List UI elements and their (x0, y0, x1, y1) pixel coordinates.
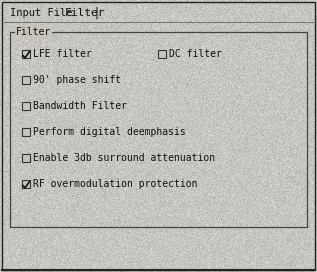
Text: Filter: Filter (16, 27, 51, 37)
Bar (22, 50, 30, 58)
Bar (22, 154, 30, 162)
Text: DC filter: DC filter (169, 49, 222, 59)
Bar (22, 102, 30, 110)
Bar (158, 50, 166, 58)
Bar (22, 128, 30, 136)
Text: |: | (94, 7, 98, 20)
Text: Perform digital deemphasis: Perform digital deemphasis (33, 127, 186, 137)
Text: RF overmodulation protection: RF overmodulation protection (33, 179, 197, 189)
Bar (22, 180, 30, 188)
Bar (22, 76, 30, 84)
Text: LFE filter: LFE filter (33, 49, 92, 59)
Text: Bandwidth Filter: Bandwidth Filter (33, 101, 127, 111)
Text: Input File: Input File (10, 8, 73, 18)
Bar (10, 32, 307, 227)
Text: Enable 3db surround attenuation: Enable 3db surround attenuation (33, 153, 215, 163)
Text: Filter: Filter (65, 8, 106, 18)
Text: 90' phase shift: 90' phase shift (33, 75, 121, 85)
